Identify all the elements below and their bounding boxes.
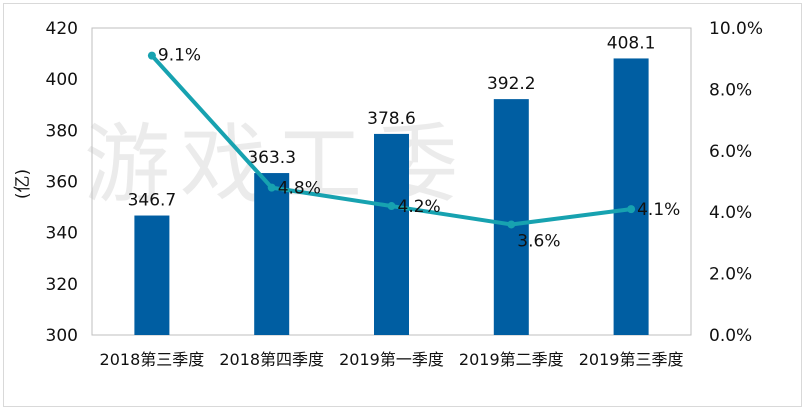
bars-group: 346.7 363.3 378.6 392.2 408.1	[128, 33, 656, 336]
line-label-5: 4.1%	[637, 200, 680, 220]
category-label-2: 2018第四季度	[219, 350, 324, 369]
left-tick-380: 380	[46, 121, 78, 141]
line-point-4	[507, 220, 516, 229]
right-axis: 0.0% 2.0% 4.0% 6.0% 8.0% 10.0%	[709, 19, 763, 346]
left-tick-300: 300	[46, 326, 78, 346]
left-tick-320: 320	[46, 275, 78, 295]
bar-label-4: 392.2	[487, 74, 536, 94]
line-label-3: 4.2%	[398, 197, 441, 217]
category-label-4: 2019第二季度	[459, 350, 564, 369]
category-label-1: 2018第三季度	[100, 350, 205, 369]
category-label-3: 2019第一季度	[339, 350, 444, 369]
left-axis: 300 320 340 360 380 400 420	[46, 19, 78, 346]
left-tick-420: 420	[46, 19, 78, 39]
bar-2	[254, 173, 290, 335]
right-tick-3: 4.0%	[709, 203, 752, 223]
category-axis: 2018第三季度 2018第四季度 2019第一季度 2019第二季度 2019第三季度	[100, 350, 684, 369]
bar-5	[613, 58, 649, 336]
right-tick-5: 8.0%	[709, 80, 752, 100]
category-label-5: 2019第三季度	[579, 350, 684, 369]
bar-label-1: 346.7	[128, 191, 177, 211]
line-group: 9.1% 4.8% 4.2% 3.6% 4.1%	[147, 46, 680, 251]
bar-label-5: 408.1	[607, 33, 656, 53]
bar-1	[134, 215, 170, 335]
line-point-2	[267, 183, 276, 192]
bar-label-3: 378.6	[367, 109, 416, 129]
right-tick-4: 6.0%	[709, 142, 752, 162]
line-label-1: 9.1%	[158, 46, 201, 66]
line-point-1	[147, 51, 156, 60]
left-tick-340: 340	[46, 224, 78, 244]
line-point-5	[627, 205, 636, 214]
bar-4	[493, 99, 529, 335]
y-axis-label: (亿)	[13, 169, 33, 199]
chart-frame: 游戏工委 346.7 363.3 378.6 392.2 408.1 9.1% 4.8% 4…	[3, 3, 802, 407]
bar-3	[374, 133, 409, 335]
left-tick-360: 360	[46, 173, 78, 193]
right-tick-1: 0.0%	[709, 326, 752, 346]
line-label-2: 4.8%	[278, 179, 321, 199]
bar-label-2: 363.3	[247, 148, 296, 168]
right-tick-6: 10.0%	[709, 19, 763, 39]
line-label-4: 3.6%	[517, 231, 560, 251]
left-tick-400: 400	[46, 70, 78, 90]
line-point-3	[387, 202, 396, 211]
right-tick-2: 2.0%	[709, 265, 752, 285]
